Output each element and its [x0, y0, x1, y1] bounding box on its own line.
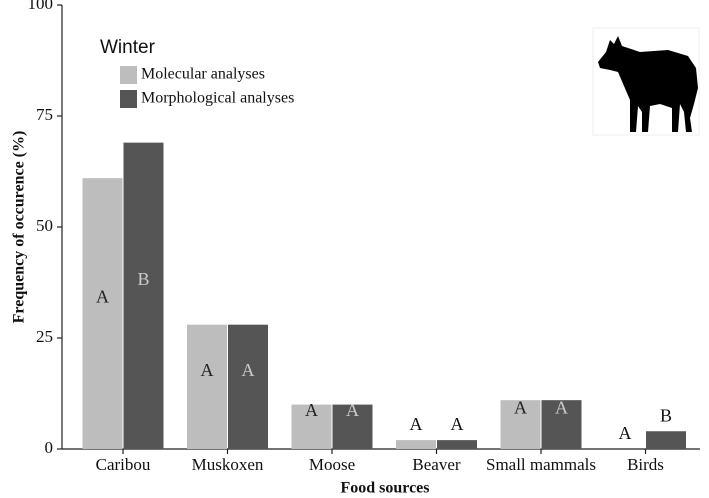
y-tick-label: 0 — [45, 438, 54, 457]
significance-letter: A — [451, 414, 464, 434]
bar — [541, 400, 582, 449]
wolf-icon — [592, 27, 700, 136]
bar — [500, 400, 541, 449]
y-tick-label: 50 — [36, 216, 53, 235]
x-tick-label: Moose — [309, 455, 355, 474]
x-tick-label: Caribou — [96, 455, 151, 474]
legend-label: Molecular analyses — [141, 66, 265, 83]
y-tick-label: 25 — [36, 327, 53, 346]
x-tick-label: Small mammals — [486, 455, 596, 474]
x-tick-label: Muskoxen — [192, 455, 264, 474]
legend-swatch — [120, 66, 137, 84]
y-axis-label: Frequency of occurence (%) — [11, 131, 28, 324]
significance-letter: A — [201, 360, 214, 380]
significance-letter: A — [514, 398, 527, 418]
significance-letter: A — [346, 400, 359, 420]
legend-label: Morphological analyses — [141, 90, 294, 107]
significance-letter: A — [555, 398, 568, 418]
y-tick-label: 100 — [28, 0, 54, 13]
bar — [646, 431, 686, 449]
bar — [187, 324, 227, 449]
x-axis-label: Food sources — [340, 480, 429, 497]
significance-letter: A — [619, 423, 632, 443]
bar — [228, 324, 268, 449]
x-tick-label: Birds — [627, 455, 664, 474]
bar — [332, 404, 373, 449]
significance-letter: A — [242, 360, 255, 380]
legend-title: Winter — [100, 37, 156, 58]
bar — [82, 178, 123, 449]
bar — [123, 142, 164, 449]
significance-letter: A — [410, 414, 423, 434]
significance-letter: B — [137, 269, 149, 289]
significance-letter: A — [305, 400, 318, 420]
x-tick-label: Beaver — [412, 455, 460, 474]
y-tick-label: 75 — [36, 105, 53, 124]
legend-swatch — [120, 90, 137, 108]
significance-letter: B — [660, 405, 672, 425]
significance-letter: A — [96, 287, 109, 307]
bar — [437, 440, 477, 449]
bar — [396, 440, 436, 449]
bar — [291, 404, 332, 449]
